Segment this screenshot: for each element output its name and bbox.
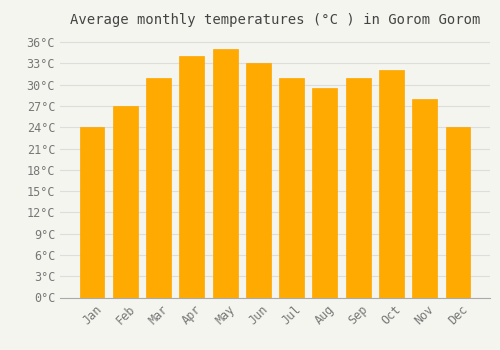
Bar [412,99,437,298]
Bar [279,78,304,298]
Bar [80,127,104,298]
Bar [180,56,204,298]
Bar [312,88,338,298]
Bar [146,78,171,298]
Title: Average monthly temperatures (°C ) in Gorom Gorom: Average monthly temperatures (°C ) in Go… [70,13,480,27]
Bar [246,63,271,298]
Bar [446,127,470,298]
Bar [212,49,238,298]
Bar [113,106,138,298]
Bar [379,70,404,298]
Bar [346,78,370,298]
